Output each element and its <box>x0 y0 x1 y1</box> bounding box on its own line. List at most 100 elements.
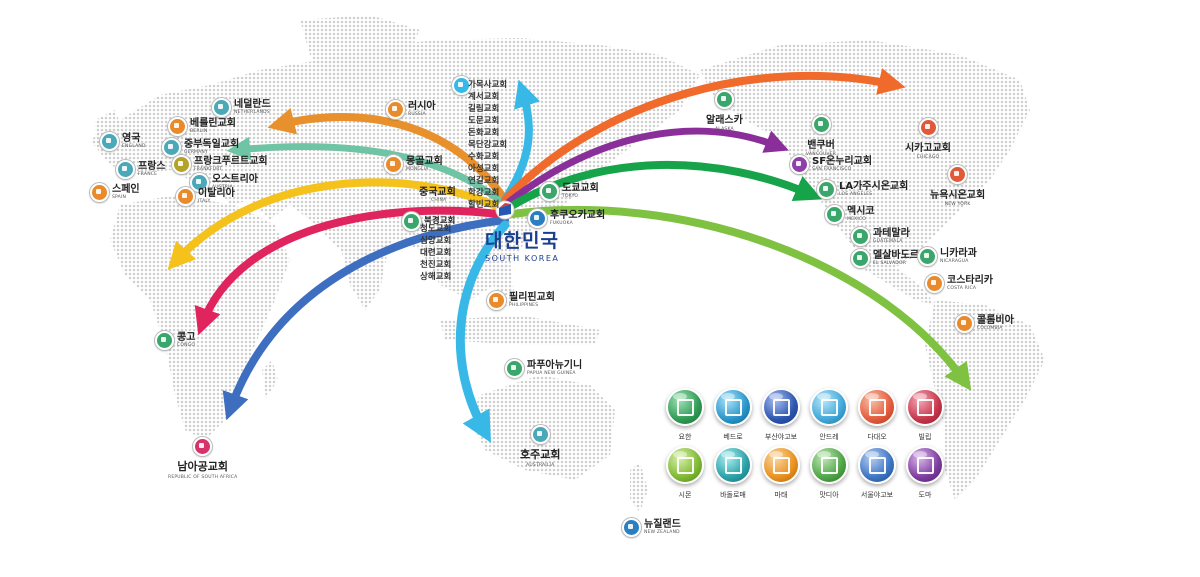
location-south-africa[interactable]: 남아공교회 REPUBLIC OF SOUTH AFRICA <box>168 437 237 480</box>
location-name: 호주교회 <box>520 448 561 461</box>
church-name[interactable]: 대련교회 <box>420 248 452 258</box>
church-name[interactable]: 아성교회 <box>468 164 500 174</box>
location-germany[interactable]: 중부독일교회 GERMANY <box>162 138 239 157</box>
church-icon <box>176 187 195 206</box>
location-sub: EL SALVADOR <box>873 260 907 266</box>
location-name: 오스트리아 <box>212 173 258 185</box>
location-france[interactable]: 프랑스 FRANCE <box>116 160 166 179</box>
location-frankfurt[interactable]: 프랑크푸르트교회 FRANKFURT <box>172 155 268 174</box>
location-name: 과테말라 <box>873 227 910 239</box>
location-australia[interactable]: 호주교회 AUSTRAILIA <box>520 425 560 468</box>
church-name[interactable]: 도문교회 <box>468 116 500 126</box>
location-fukuoka[interactable]: 후쿠오카교회 FUKUOKA <box>528 209 605 228</box>
church-name[interactable]: 돈화교회 <box>468 128 500 138</box>
tribe-peter[interactable]: 베드로 <box>713 388 753 442</box>
church-name[interactable]: 가목사교회 <box>468 80 508 90</box>
location-sf[interactable]: SF온누리교회 SAN FRANCISCO <box>790 155 872 174</box>
location-vancouver[interactable]: 밴쿠버 VANCOUVER <box>806 115 836 157</box>
location-la[interactable]: LA가주시온교회 LOS ANGELES <box>817 180 908 199</box>
church-icon <box>402 212 421 231</box>
church-icon <box>825 205 844 224</box>
location-philippines[interactable]: 필리핀교회 PHILIPPINES <box>487 291 555 310</box>
tribe-orb-icon <box>858 446 896 484</box>
location-sub: NETHERLANDS <box>234 109 270 115</box>
arrow-to-germany <box>226 136 509 209</box>
tribe-matthias[interactable]: 맛디아 <box>809 446 849 500</box>
church-icon <box>925 274 944 293</box>
tribe-yohan[interactable]: 요한 <box>665 388 705 442</box>
tribe-orb-icon <box>762 388 800 426</box>
location-name: 콩고 <box>177 331 196 343</box>
location-papua[interactable]: 파푸아뉴기니 PAPUA NEW GUINEA <box>505 359 582 378</box>
land-newzealand <box>630 462 648 512</box>
location-elsalvador[interactable]: 엘살바도르 EL SALVADOR <box>851 249 919 268</box>
location-nicaragua[interactable]: 니카라과 NICARAGUA <box>918 247 977 266</box>
tribe-matthew[interactable]: 마태 <box>761 446 801 500</box>
location-berlin[interactable]: 베를린교회 BERLIN <box>168 117 236 136</box>
location-name: 북경교회 <box>424 216 456 227</box>
tribe-simon[interactable]: 시몬 <box>665 446 705 500</box>
church-icon <box>90 183 109 202</box>
arrow-to-netherlands <box>267 107 509 204</box>
location-newzealand[interactable]: 뉴질랜드 NEW ZEALAND <box>622 518 681 537</box>
location-name: 멕시코 <box>847 205 875 217</box>
location-england[interactable]: 영국 ENGLAND <box>100 132 146 151</box>
tribe-andrew[interactable]: 안드레 <box>809 388 849 442</box>
church-name[interactable]: 연길교회 <box>468 176 500 186</box>
location-guatemala[interactable]: 과테말라 GUATEMALA <box>851 227 910 246</box>
location-russia[interactable]: 러시아 RUSSIA <box>386 100 436 119</box>
location-name: 네덜란드 <box>234 98 271 110</box>
church-icon <box>193 437 213 456</box>
location-italy[interactable]: 이탈리아 ITALY <box>176 187 235 206</box>
location-sub: NICARAGUA <box>940 258 969 264</box>
church-name[interactable]: 청도교회 <box>420 224 452 234</box>
location-alaska[interactable]: 알래스카 ALASKA <box>706 90 743 132</box>
location-tokyo[interactable]: 도쿄교회 TOKYO <box>540 182 599 201</box>
church-name[interactable]: 천진교회 <box>420 260 452 270</box>
location-china[interactable]: 중국교회 CHINA <box>416 188 456 204</box>
korea-name: 대한민국 <box>485 230 559 252</box>
tribe-thomas[interactable]: 도마 <box>905 446 945 500</box>
church-icon <box>851 227 870 246</box>
church-icon <box>162 138 181 157</box>
arrow-to-colombia <box>501 205 972 391</box>
location-sub: MONGLIA <box>406 166 429 172</box>
location-congo[interactable]: 콩고 CONGO <box>155 331 195 350</box>
tribe-philip[interactable]: 빌립 <box>905 388 945 442</box>
location-mexico[interactable]: 멕시코 MEXICO <box>825 205 875 224</box>
location-name: 중부독일교회 <box>184 138 240 150</box>
location-spain[interactable]: 스페인 SPAIN <box>90 183 140 202</box>
location-netherlands[interactable]: 네덜란드 NETHERLANDS <box>212 98 271 117</box>
location-name: 니카라과 <box>940 247 977 259</box>
tribe-orb-icon <box>810 388 848 426</box>
location-austria[interactable]: 오스트리아 AUSTRIA <box>190 173 258 192</box>
location-colombia[interactable]: 콜롬비아 COLOMBIA <box>955 314 1014 333</box>
church-name[interactable]: 상해교회 <box>420 272 452 282</box>
tribe-orb-icon <box>858 388 896 426</box>
location-chicago[interactable]: 시카고교회 CHICAGO <box>905 118 951 160</box>
church-name[interactable]: 계서교회 <box>468 92 500 102</box>
location-newyork[interactable]: 뉴욕시온교회 NEW YORK <box>930 165 985 207</box>
church-name[interactable]: 수화교회 <box>468 152 500 162</box>
church-icon <box>622 518 641 537</box>
church-name[interactable]: 학강교회 <box>468 188 500 198</box>
location-mongolia[interactable]: 몽골교회 MONGLIA <box>384 155 443 174</box>
church-name[interactable]: 길림교회 <box>468 104 500 114</box>
tribe-name: 바돌로매 <box>720 491 746 499</box>
tribe-bartholomew[interactable]: 바돌로매 <box>713 446 753 500</box>
tribe-seoul-james[interactable]: 서울야고보 <box>857 446 897 500</box>
tribe-name: 다대오 <box>867 433 887 441</box>
tribe-thaddaeus[interactable]: 다대오 <box>857 388 897 442</box>
church-name[interactable]: 할빈교회 <box>468 200 500 210</box>
church-name[interactable]: 심양교회 <box>420 236 452 246</box>
land-indonesia <box>440 315 600 345</box>
tribe-busan-james[interactable]: 부산야고보 <box>761 388 801 442</box>
church-icon <box>386 100 405 119</box>
church-icon <box>155 331 174 350</box>
location-sub: FUKUOKA <box>550 220 573 226</box>
church-name[interactable]: 목단강교회 <box>468 140 508 150</box>
location-beijing[interactable]: 북경교회 <box>402 212 455 231</box>
location-costarica[interactable]: 코스타리카 COSTA RICA <box>925 274 993 293</box>
location-name: 뉴질랜드 <box>644 518 681 530</box>
location-name: 후쿠오카교회 <box>550 209 606 221</box>
